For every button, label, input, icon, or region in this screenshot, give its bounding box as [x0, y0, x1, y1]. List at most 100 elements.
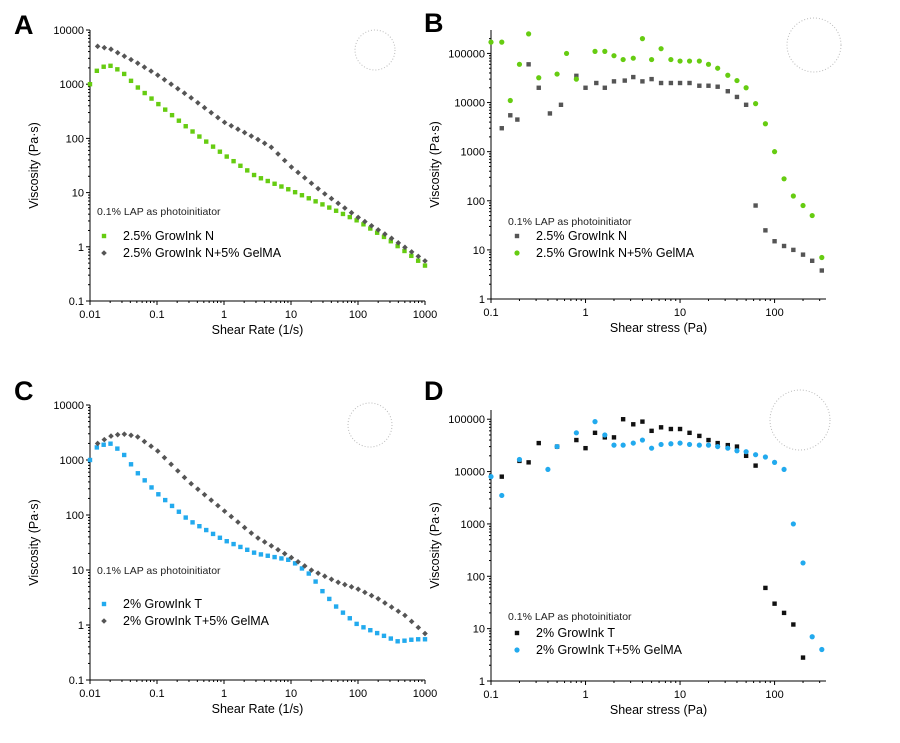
data-point — [101, 436, 108, 443]
data-point — [295, 169, 301, 176]
data-point — [108, 433, 114, 439]
x-tick-label: 0.1 — [149, 309, 164, 321]
x-tick-label: 0.01 — [79, 309, 100, 321]
data-point — [175, 85, 181, 92]
data-point — [781, 176, 787, 182]
data-point — [658, 46, 664, 52]
data-point — [295, 558, 301, 565]
data-point — [204, 527, 209, 533]
data-point — [409, 253, 414, 259]
data-point — [374, 630, 380, 636]
data-point — [781, 610, 787, 616]
x-tick-label: 1000 — [413, 309, 437, 321]
series-2 — [94, 43, 428, 264]
legend-marker — [101, 233, 107, 239]
data-point — [255, 535, 261, 541]
data-point — [238, 163, 243, 168]
data-point — [592, 48, 598, 55]
data-point — [114, 431, 121, 438]
data-point — [639, 36, 646, 42]
data-point — [327, 596, 332, 602]
data-point — [321, 573, 328, 580]
data-point — [215, 502, 221, 509]
data-point — [354, 621, 359, 627]
y-tick-label: 100000 — [448, 48, 485, 60]
data-point — [734, 77, 740, 84]
data-point — [516, 61, 523, 67]
data-point — [620, 417, 626, 422]
data-point — [526, 460, 531, 465]
data-point — [536, 85, 541, 90]
data-point — [114, 49, 121, 56]
data-point — [422, 258, 428, 264]
data-point — [261, 140, 268, 147]
y-tick-label: 10000 — [454, 98, 485, 110]
series-1 — [87, 441, 428, 644]
data-point — [422, 637, 428, 642]
data-point — [327, 205, 332, 210]
data-point — [245, 168, 250, 173]
annotation-note: 0.1% LAP as photoinitiator — [508, 611, 632, 623]
data-point — [648, 56, 655, 63]
data-point — [168, 81, 174, 87]
y-tick-label: 1 — [479, 676, 485, 688]
x-tick-label: 100 — [349, 688, 367, 700]
data-point — [734, 448, 740, 454]
data-point — [594, 80, 599, 86]
data-point — [215, 114, 221, 121]
data-point — [368, 226, 373, 231]
data-point — [286, 557, 291, 562]
x-axis-title: Shear stress (Pa) — [610, 321, 707, 335]
data-point — [790, 521, 796, 527]
data-point — [395, 243, 400, 249]
x-tick-label: 10 — [285, 688, 297, 700]
data-point — [101, 442, 106, 447]
data-point — [402, 638, 407, 643]
series-2 — [94, 431, 428, 637]
data-point — [221, 508, 228, 514]
data-point — [611, 53, 617, 59]
data-point — [573, 430, 579, 436]
data-point — [536, 75, 542, 81]
data-point — [176, 118, 182, 123]
data-point — [128, 432, 134, 439]
data-point — [197, 524, 202, 529]
legend: 2.5% GrowInk N 2.5% GrowInk N+5% GelMA — [514, 229, 695, 260]
data-point — [639, 437, 646, 443]
legend: 2% GrowInk T 2% GrowInk T+5% GelMA — [514, 626, 683, 657]
data-point — [342, 205, 348, 211]
data-point — [630, 55, 636, 61]
data-point — [791, 247, 796, 253]
data-point — [715, 443, 721, 450]
data-point — [668, 441, 674, 447]
data-point — [696, 58, 702, 64]
data-point — [347, 214, 352, 220]
data-point — [135, 85, 141, 90]
data-point — [335, 579, 341, 586]
data-point — [583, 445, 588, 451]
data-point — [176, 509, 182, 514]
data-point — [299, 566, 305, 571]
y-axis-title: Viscosity (Pa·s) — [27, 499, 41, 586]
data-point — [268, 543, 275, 549]
data-point — [809, 212, 815, 219]
data-point — [115, 67, 120, 72]
data-point — [161, 76, 168, 83]
y-tick-label: 1000 — [461, 147, 485, 159]
data-point — [715, 84, 720, 89]
data-point — [602, 432, 608, 438]
data-point — [328, 195, 335, 202]
data-point — [308, 180, 315, 187]
data-point — [734, 444, 740, 449]
data-point — [631, 422, 636, 427]
y-tick-label: 10 — [72, 565, 84, 577]
data-point — [516, 456, 523, 463]
data-point — [87, 457, 93, 463]
data-point — [313, 199, 318, 204]
data-point — [181, 474, 188, 481]
data-point — [320, 588, 325, 594]
series-1 — [499, 62, 825, 273]
data-point — [547, 111, 553, 116]
